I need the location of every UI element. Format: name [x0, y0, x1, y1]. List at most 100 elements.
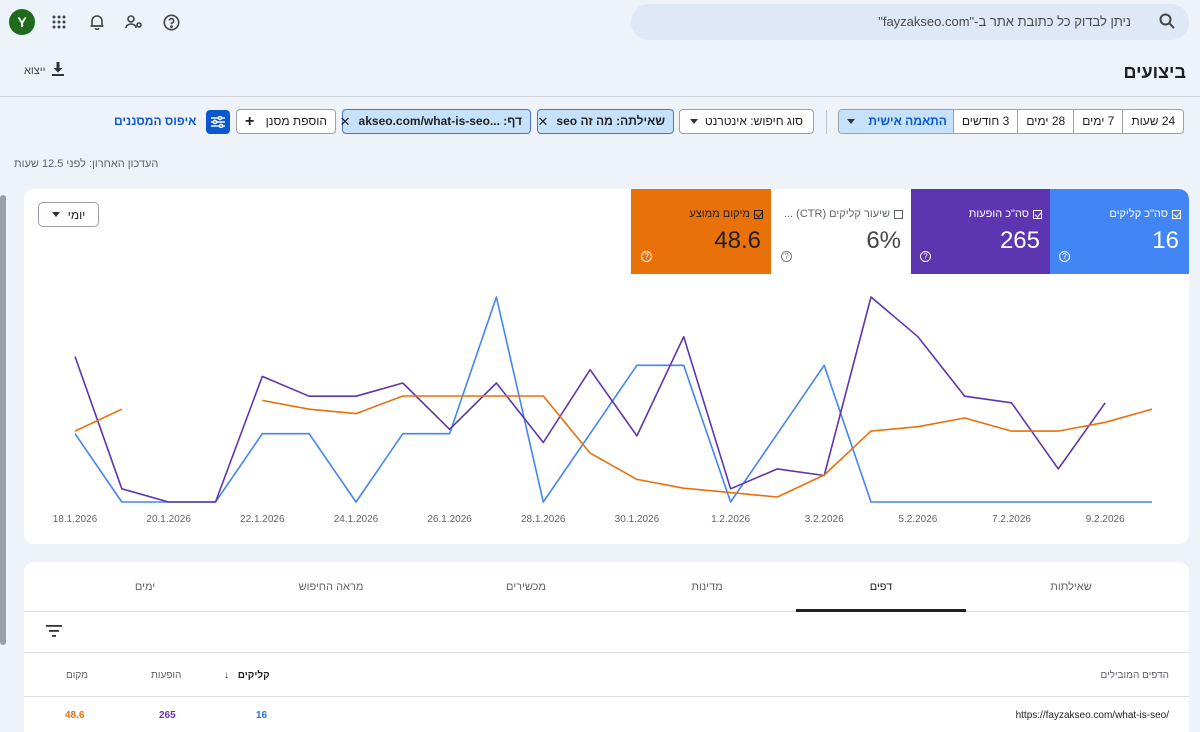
search-type-chip[interactable]: סוג חיפוש: אינטרנט: [679, 109, 814, 134]
data-table-card: שאילתות דפים מדינות מכשירים מראה החיפוש …: [24, 562, 1189, 732]
granularity-dropdown[interactable]: יומי: [38, 202, 99, 227]
checkbox-checked-icon[interactable]: [1172, 209, 1181, 219]
table-tabs: שאילתות דפים מדינות מכשירים מראה החיפוש …: [24, 562, 1189, 612]
metric-clicks-value: 16: [1152, 227, 1179, 254]
export-label: ייצוא: [24, 64, 46, 77]
filter-settings-button[interactable]: [206, 110, 230, 134]
last-update-text: העדכון האחרון: לפני 12.5 שעות: [14, 158, 159, 170]
x-tick-label: 22.1.2026: [240, 514, 285, 525]
tab-queries[interactable]: שאילתות: [1050, 581, 1092, 593]
query-filter-chip[interactable]: שאילתה: מה זה seo ✕: [537, 109, 674, 134]
help-icon[interactable]: [160, 11, 182, 33]
export-button[interactable]: ייצוא: [24, 62, 65, 79]
performance-line-chart: 18.1.2026 20.1.2026 22.1.2026 24.1.2026 26.1…: [53, 296, 1153, 525]
series-line: [74, 408, 123, 432]
x-tick-label: 20.1.2026: [146, 514, 191, 525]
date-range-3m[interactable]: 3 חודשים: [952, 110, 1017, 133]
url-inspection-search[interactable]: ניתן לבדוק כל כתובת אתר ב-"fayzakseo.com…: [631, 4, 1189, 40]
active-tab-indicator: [796, 609, 966, 612]
tab-days[interactable]: ימים: [134, 581, 156, 593]
date-range-selector: 24 שעות 7 ימים 28 ימים 3 חודשים התאמה אי…: [838, 109, 1185, 134]
col-header-position[interactable]: מקום: [66, 670, 89, 681]
x-tick-label: 3.2.2026: [805, 514, 844, 525]
add-filter-label: הוספת מסנן: [265, 114, 327, 128]
metric-clicks[interactable]: סה"כ קליקים 16 ?: [1049, 189, 1189, 274]
filter-separator: [826, 110, 827, 134]
x-tick-label: 9.2.2026: [1086, 514, 1125, 525]
date-range-24h[interactable]: 24 שעות: [1122, 110, 1183, 133]
granularity-label: יומי: [67, 207, 86, 222]
download-icon: [51, 62, 65, 79]
checkbox-unchecked-icon[interactable]: [894, 209, 903, 219]
query-filter-label: שאילתה: מה זה seo: [556, 114, 665, 128]
search-placeholder: ניתן לבדוק כל כתובת אתר ב-"fayzakseo.com…: [878, 14, 1131, 29]
col-header-page[interactable]: הדפים המובילים: [1100, 670, 1169, 681]
x-tick-label: 30.1.2026: [615, 514, 660, 525]
apps-grid-icon[interactable]: [48, 11, 70, 33]
tab-devices[interactable]: מכשירים: [506, 581, 546, 593]
x-tick-label: 7.2.2026: [992, 514, 1031, 525]
row-page-url[interactable]: https://fayzakseo.com/what-is-seo/: [1015, 710, 1169, 721]
metric-impressions-value: 265: [999, 227, 1040, 254]
caret-down-icon: [690, 119, 698, 124]
scrollbar[interactable]: [0, 195, 6, 645]
help-icon[interactable]: ?: [781, 251, 792, 262]
page-title: ביצועים: [1123, 62, 1186, 82]
date-range-28d[interactable]: 28 ימים: [1017, 110, 1073, 133]
search-icon: [1159, 13, 1175, 34]
header-divider: [0, 96, 1200, 97]
col-header-impressions[interactable]: הופעות: [151, 670, 182, 681]
help-icon[interactable]: ?: [920, 251, 931, 262]
performance-chart-card: סה"כ קליקים 16 ? סה"כ הופעות 265 ? שיעור…: [24, 189, 1189, 544]
add-filter-button[interactable]: הוספת מסנן +: [236, 109, 336, 134]
row-impressions: 265: [159, 710, 176, 721]
metric-position-value: 48.6: [714, 227, 761, 254]
series-line: [74, 296, 1152, 503]
caret-down-icon: [51, 212, 60, 217]
table-header-row: הדפים המובילים קליקים ↓ הופעות מקום: [24, 652, 1189, 697]
tab-pages[interactable]: דפים: [869, 581, 893, 593]
col-header-clicks-label: קליקים: [237, 670, 270, 681]
reset-filters-link[interactable]: איפוס המסננים: [114, 114, 197, 128]
date-range-custom-label: התאמה אישית: [868, 114, 947, 128]
col-header-clicks[interactable]: קליקים ↓: [224, 670, 270, 681]
user-settings-icon[interactable]: [123, 11, 145, 33]
filter-rows-icon[interactable]: [46, 624, 62, 642]
search-type-label: סוג חיפוש: אינטרנט: [704, 114, 803, 128]
metric-ctr-label: שיעור קליקים (CTR) ...: [783, 208, 890, 220]
x-tick-label: 18.1.2026: [53, 514, 98, 525]
tune-icon: [211, 116, 225, 128]
arrow-down-icon: ↓: [224, 670, 229, 681]
metric-position-label: מיקום ממוצע: [689, 208, 750, 220]
x-tick-label: 24.1.2026: [334, 514, 379, 525]
top-bar: Y ניתן לבדוק כל כתובת אתר ב-"fayzakseo.c…: [0, 0, 1200, 44]
table-row[interactable]: https://fayzakseo.com/what-is-seo/ 16 26…: [24, 697, 1189, 732]
help-icon[interactable]: ?: [1059, 251, 1070, 262]
checkbox-checked-icon[interactable]: [1033, 209, 1042, 219]
caret-down-icon: [847, 119, 855, 125]
metric-ctr-value: 6%: [866, 227, 901, 254]
avatar[interactable]: Y: [9, 9, 35, 35]
bell-icon[interactable]: [86, 11, 108, 33]
row-clicks: 16: [256, 710, 268, 721]
metric-ctr[interactable]: שיעור קליקים (CTR) ... 6% ?: [771, 189, 911, 274]
close-icon[interactable]: ✕: [537, 114, 549, 129]
checkbox-checked-icon[interactable]: [754, 209, 763, 219]
help-icon[interactable]: ?: [641, 251, 652, 262]
metric-clicks-label: סה"כ קליקים: [1109, 208, 1168, 220]
metric-impressions[interactable]: סה"כ הופעות 265 ?: [910, 189, 1050, 274]
x-tick-label: 26.1.2026: [427, 514, 472, 525]
plus-icon: +: [245, 113, 255, 130]
metric-impressions-label: סה"כ הופעות: [968, 208, 1029, 220]
x-tick-label: 1.2.2026: [711, 514, 750, 525]
date-range-7d[interactable]: 7 ימים: [1073, 110, 1122, 133]
date-range-custom[interactable]: התאמה אישית: [839, 110, 953, 133]
close-icon[interactable]: ✕: [339, 114, 351, 129]
x-tick-label: 28.1.2026: [521, 514, 566, 525]
tab-search-appearance[interactable]: מראה החיפוש: [298, 581, 364, 593]
tab-countries[interactable]: מדינות: [691, 581, 723, 593]
page-filter-chip[interactable]: דף: ...akseo.com/what-is-seo ✕: [339, 109, 531, 134]
series-line: [74, 296, 1106, 503]
row-position: 48.6: [65, 710, 85, 721]
metric-position[interactable]: מיקום ממוצע 48.6 ?: [631, 189, 771, 274]
